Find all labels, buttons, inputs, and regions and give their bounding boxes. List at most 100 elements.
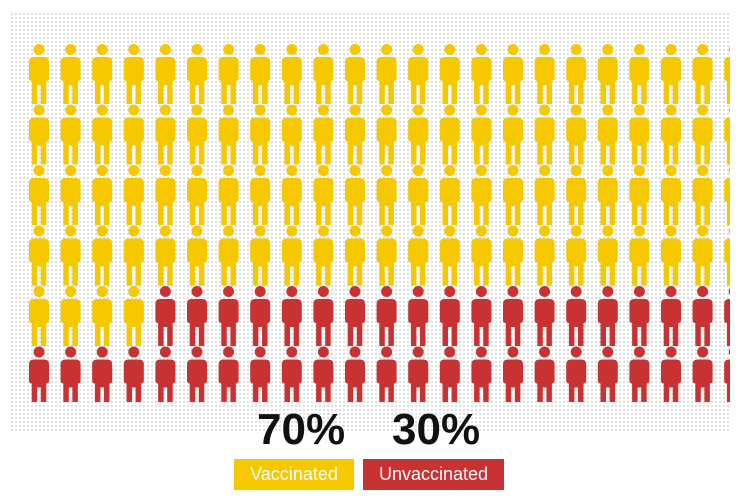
vaccinated-person-icon bbox=[376, 165, 397, 225]
vaccinated-person-icon bbox=[376, 104, 397, 165]
vaccinated-person-icon bbox=[534, 104, 555, 165]
unvaccinated-person-icon bbox=[597, 286, 618, 346]
vaccinated-person-icon bbox=[313, 165, 334, 225]
unvaccinated-person-icon bbox=[629, 346, 650, 402]
vaccinated-person-icon bbox=[281, 165, 302, 225]
vaccinated-person-icon bbox=[471, 165, 492, 225]
vaccinated-person-icon bbox=[661, 44, 681, 104]
vaccinated-person-icon bbox=[218, 104, 239, 165]
unvaccinated-person-icon bbox=[724, 348, 730, 402]
vaccinated-person-icon bbox=[408, 225, 429, 286]
vaccinated-person-icon bbox=[92, 165, 113, 225]
vaccinated-person-icon bbox=[503, 44, 523, 104]
vaccinated-person-icon bbox=[408, 104, 429, 165]
vaccinated-person-icon bbox=[313, 225, 334, 286]
vaccinated-person-icon bbox=[250, 104, 271, 165]
vaccinated-person-icon bbox=[692, 104, 713, 165]
vaccinated-person-icon bbox=[566, 165, 587, 225]
unvaccinated-person-icon bbox=[92, 346, 113, 402]
vaccinated-person-icon bbox=[155, 165, 176, 225]
vaccinated-person-icon bbox=[29, 44, 49, 104]
vaccinated-person-icon bbox=[408, 165, 429, 225]
unvaccinated-person-icon bbox=[218, 346, 239, 402]
unvaccinated-person-icon bbox=[503, 346, 523, 402]
vaccinated-person-icon bbox=[724, 227, 730, 286]
vaccinated-person-icon bbox=[471, 104, 492, 165]
unvaccinated-person-icon bbox=[629, 286, 650, 346]
vaccinated-person-icon bbox=[123, 44, 144, 104]
vaccinated-person-icon bbox=[92, 225, 113, 286]
unvaccinated-person-icon bbox=[471, 286, 492, 346]
vaccinated-person-icon bbox=[92, 104, 113, 165]
vaccinated-person-icon bbox=[439, 165, 460, 225]
vaccinated-person-icon bbox=[60, 104, 81, 165]
vaccinated-person-icon bbox=[566, 44, 587, 104]
vaccinated-person-icon bbox=[724, 106, 730, 165]
vaccinated-person-icon bbox=[345, 225, 365, 286]
unvaccinated-person-icon bbox=[566, 286, 587, 346]
vaccinated-person-icon bbox=[439, 44, 460, 104]
vaccinated-person-icon bbox=[313, 44, 334, 104]
vaccinated-person-icon bbox=[597, 225, 618, 286]
unvaccinated-person-icon bbox=[123, 346, 144, 402]
vaccinated-person-icon bbox=[218, 44, 239, 104]
vaccinated-person-icon bbox=[661, 104, 681, 165]
unvaccinated-person-icon bbox=[376, 286, 397, 346]
pictograph-svg bbox=[29, 44, 730, 402]
vaccinated-person-icon bbox=[123, 286, 144, 346]
vaccinated-person-icon bbox=[123, 165, 144, 225]
vaccinated-person-icon bbox=[692, 225, 713, 286]
vaccinated-person-icon bbox=[123, 104, 144, 165]
vaccinated-person-icon bbox=[661, 225, 681, 286]
vaccinated-person-icon bbox=[92, 286, 113, 346]
unvaccinated-person-icon bbox=[155, 346, 176, 402]
vaccinated-person-icon bbox=[345, 44, 365, 104]
vaccinated-person-icon bbox=[534, 165, 555, 225]
vaccinated-person-icon bbox=[60, 225, 81, 286]
vaccinated-person-icon bbox=[281, 225, 302, 286]
vaccinated-person-icon bbox=[471, 225, 492, 286]
vaccinated-person-icon bbox=[566, 104, 587, 165]
vaccinated-person-icon bbox=[534, 225, 555, 286]
unvaccinated-person-icon bbox=[313, 286, 334, 346]
unvaccinated-person-icon bbox=[661, 346, 681, 402]
unvaccinated-person-icon bbox=[281, 286, 302, 346]
vaccinated-person-icon bbox=[313, 104, 334, 165]
unvaccinated-person-icon bbox=[313, 346, 334, 402]
vaccinated-person-icon bbox=[281, 104, 302, 165]
vaccinated-person-icon bbox=[724, 45, 730, 104]
legend-vaccinated: Vaccinated bbox=[234, 459, 354, 490]
unvaccinated-person-icon bbox=[471, 346, 492, 402]
unvaccinated-person-icon bbox=[534, 346, 555, 402]
unvaccinated-person-icon bbox=[187, 346, 207, 402]
vaccinated-person-icon bbox=[29, 165, 49, 225]
unvaccinated-person-icon bbox=[408, 346, 429, 402]
vaccinated-person-icon bbox=[503, 165, 523, 225]
unvaccinated-person-icon bbox=[345, 346, 365, 402]
vaccinated-person-icon bbox=[218, 225, 239, 286]
vaccinated-person-icon bbox=[439, 104, 460, 165]
vaccinated-person-icon bbox=[29, 104, 49, 165]
vaccinated-person-icon bbox=[597, 165, 618, 225]
vaccinated-person-icon bbox=[692, 165, 713, 225]
unvaccinated-person-icon bbox=[724, 287, 730, 346]
unvaccinated-person-icon bbox=[597, 346, 618, 402]
vaccinated-percent-label: 70% bbox=[257, 405, 346, 454]
vaccinated-person-icon bbox=[597, 104, 618, 165]
vaccinated-person-icon bbox=[187, 44, 207, 104]
vaccinated-person-icon bbox=[345, 104, 365, 165]
vaccinated-person-icon bbox=[155, 44, 176, 104]
vaccinated-person-icon bbox=[503, 225, 523, 286]
vaccinated-person-icon bbox=[534, 44, 555, 104]
vaccinated-person-icon bbox=[661, 165, 681, 225]
vaccinated-person-icon bbox=[281, 44, 302, 104]
unvaccinated-person-icon bbox=[345, 286, 365, 346]
vaccinated-person-icon bbox=[155, 225, 176, 286]
unvaccinated-person-icon bbox=[408, 286, 429, 346]
vaccinated-person-icon bbox=[376, 225, 397, 286]
vaccinated-person-icon bbox=[629, 104, 650, 165]
vaccinated-person-icon bbox=[92, 44, 113, 104]
unvaccinated-person-icon bbox=[439, 286, 460, 346]
vaccinated-person-icon bbox=[218, 165, 239, 225]
legend-unvaccinated: Unvaccinated bbox=[363, 459, 504, 490]
